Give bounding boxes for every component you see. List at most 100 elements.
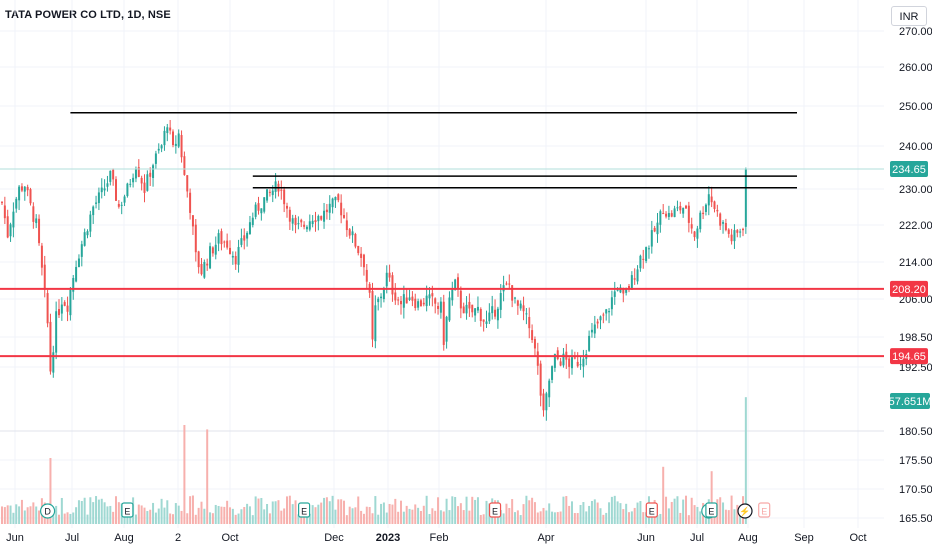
candle-body: [166, 127, 169, 134]
volume-bar: [385, 512, 388, 524]
volume-bar: [340, 499, 343, 524]
volume-bar: [229, 507, 231, 524]
volume-bar: [596, 502, 599, 524]
time-tick-label: Aug: [738, 532, 758, 544]
candle-body: [742, 228, 744, 231]
candle-body: [422, 302, 425, 305]
volume-bar: [240, 509, 243, 524]
candle-body: [23, 186, 26, 192]
candle-body: [365, 269, 368, 282]
candles: [1, 119, 747, 421]
horizontal-lines[interactable]: [0, 112, 884, 358]
volume-bar: [351, 508, 354, 524]
volume-bar: [391, 504, 394, 524]
candle-body: [226, 240, 229, 248]
event-markers[interactable]: DEEEEDE⚡E: [39, 502, 771, 519]
volume-bar: [343, 500, 345, 524]
candle-body: [685, 205, 687, 209]
candle-body: [323, 210, 326, 222]
marker-label: E: [124, 507, 130, 517]
earnings-marker[interactable]: E: [645, 502, 658, 518]
volume-bar: [297, 514, 300, 524]
split-marker[interactable]: ⚡: [737, 503, 753, 519]
volume-bar: [613, 495, 616, 524]
volume-bar: [186, 513, 189, 524]
currency-button[interactable]: INR: [891, 6, 927, 26]
volume-bar: [26, 507, 29, 524]
volume-bar: [211, 513, 214, 524]
price-tick-label: 170.50: [899, 484, 932, 496]
marker-frame: [758, 502, 771, 518]
candle-body: [619, 287, 622, 293]
earnings-marker[interactable]: E: [298, 502, 311, 518]
candle-body: [610, 297, 613, 310]
volume-bar: [345, 515, 348, 524]
volume-bar: [573, 513, 576, 524]
candle-body: [551, 366, 554, 380]
candle-body: [647, 248, 650, 250]
candle-body: [656, 222, 659, 235]
volume-bar: [160, 498, 163, 524]
candle-body: [602, 314, 605, 316]
volume-bar: [516, 510, 519, 524]
candle-body: [613, 291, 616, 297]
candle-body: [191, 215, 194, 227]
volume-bar: [619, 503, 622, 524]
volume-bar: [271, 501, 274, 524]
candle-body: [305, 226, 308, 230]
volume-bar: [129, 514, 132, 524]
candle-body: [77, 258, 80, 268]
candle-body: [724, 223, 727, 231]
volume-bar: [166, 500, 169, 524]
candle-body: [516, 300, 519, 306]
candle-body: [622, 287, 625, 294]
candle-body: [605, 309, 608, 314]
candle-body: [320, 216, 323, 220]
candle-body: [659, 211, 662, 225]
volume-bar: [280, 510, 283, 524]
candle-body: [120, 204, 123, 206]
candle-body: [274, 181, 277, 192]
volume-bar: [656, 515, 659, 524]
volume-bar: [320, 502, 323, 524]
volume-bar: [585, 511, 588, 524]
volume-bars: [1, 397, 747, 524]
candle-body: [739, 231, 742, 233]
volume-bar: [194, 514, 197, 524]
dividend-marker[interactable]: D: [39, 503, 56, 519]
candle-body: [462, 306, 465, 314]
candle-body: [710, 196, 713, 203]
volume-bar: [314, 507, 317, 524]
candle-body: [46, 293, 49, 324]
candle-body: [693, 231, 696, 238]
candle-body: [66, 305, 69, 312]
candle-body: [445, 316, 448, 342]
volume-bar: [149, 509, 152, 524]
volume-bar: [32, 502, 35, 524]
candle-body: [55, 311, 58, 353]
earnings-marker[interactable]: E: [705, 502, 718, 518]
volume-bar: [505, 503, 508, 524]
candle-body: [229, 247, 231, 254]
volume-bar: [722, 502, 725, 524]
volume-bar: [371, 513, 374, 524]
earnings-marker[interactable]: E: [488, 502, 502, 518]
candle-body: [744, 169, 747, 227]
candle-body: [593, 324, 596, 334]
candle-body: [525, 313, 528, 315]
marker-frame: [488, 502, 502, 518]
symbol-title: TATA POWER CO LTD, 1D, NSE: [5, 9, 171, 21]
volume-bar: [428, 514, 431, 524]
volume-bar: [582, 502, 585, 524]
volume-bar: [112, 511, 115, 524]
candle-body: [645, 247, 648, 262]
volume-bar: [251, 515, 254, 524]
earnings-marker[interactable]: E: [758, 502, 771, 518]
candle-body: [152, 165, 155, 178]
earnings-marker[interactable]: E: [121, 502, 134, 518]
volume-bar: [357, 496, 360, 524]
volume-bar: [405, 505, 408, 524]
candle-body: [337, 194, 340, 201]
candle-body: [72, 278, 75, 292]
